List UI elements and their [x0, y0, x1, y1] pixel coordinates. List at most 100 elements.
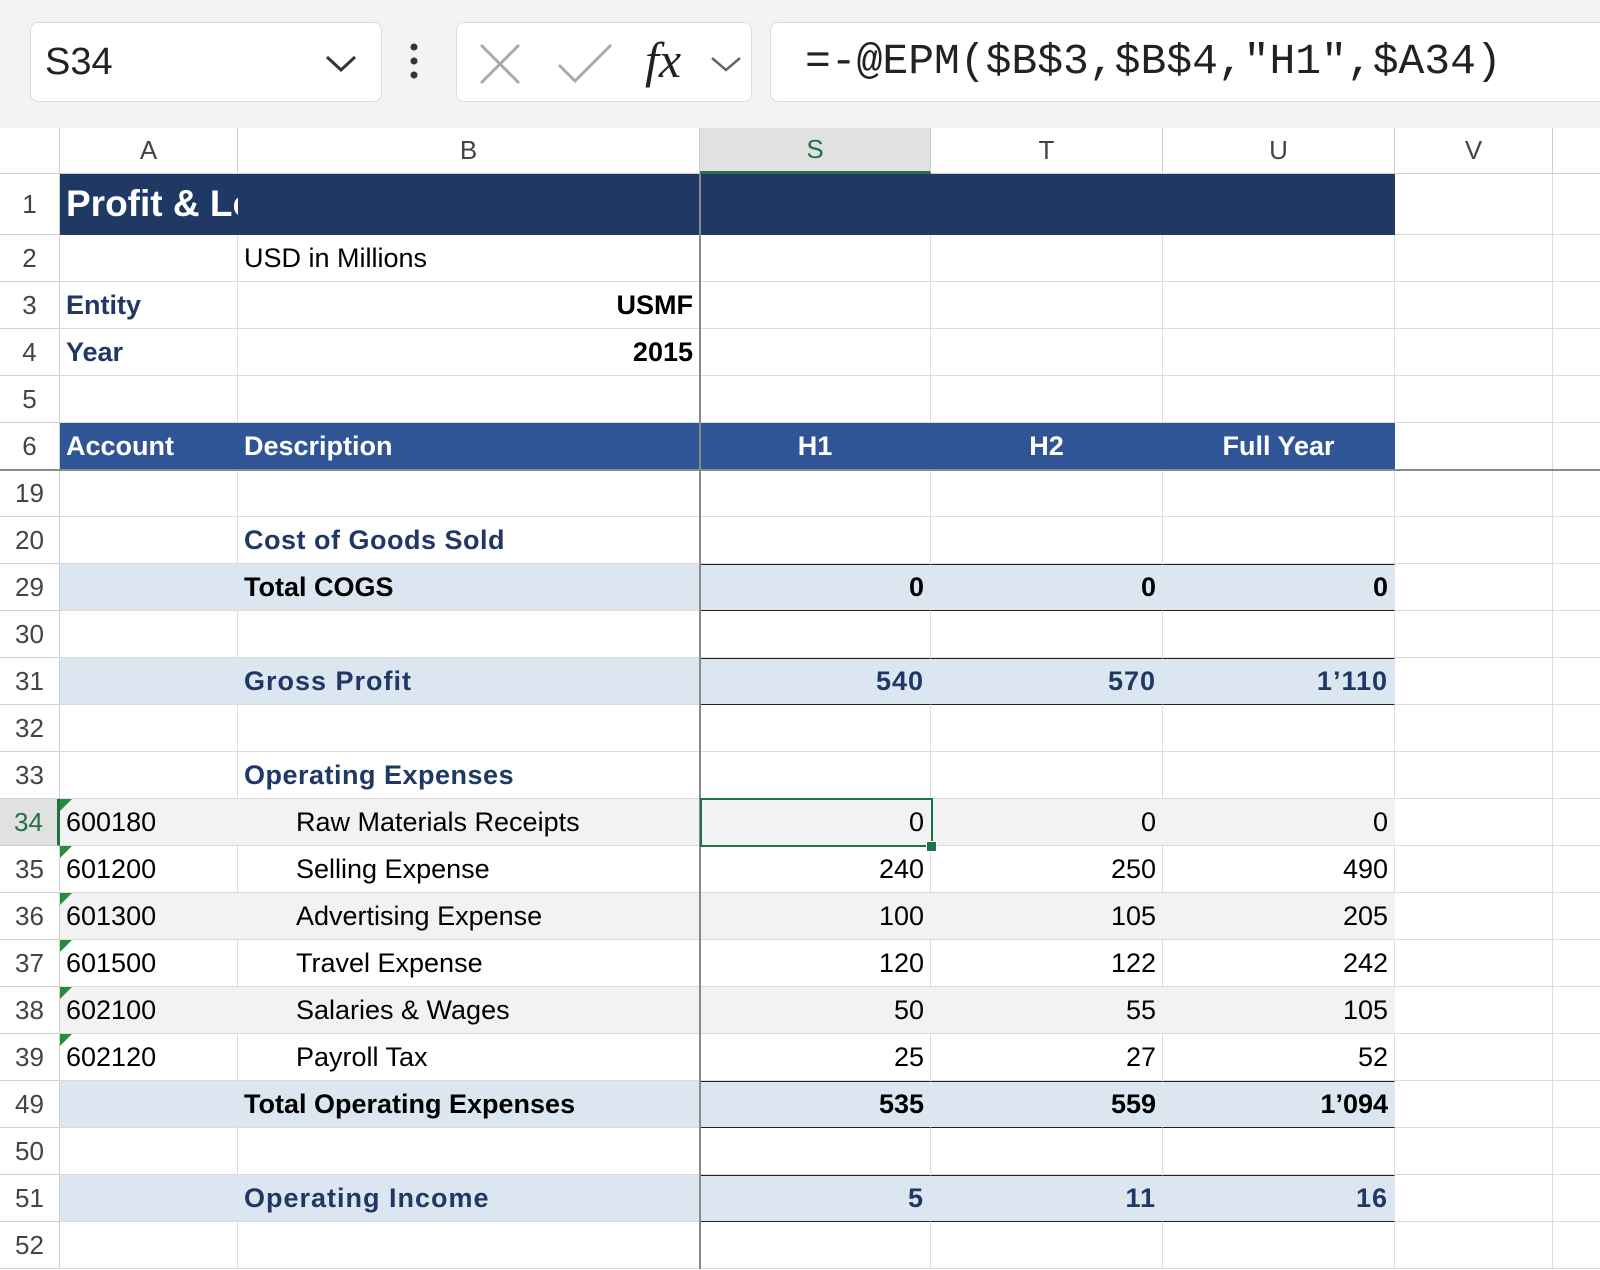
cell[interactable]: Entity [60, 282, 238, 329]
cell[interactable] [60, 517, 238, 564]
cell[interactable]: 11 [931, 1175, 1163, 1222]
cell[interactable] [1163, 174, 1395, 235]
cell[interactable]: 0 [700, 799, 931, 846]
cell[interactable]: Payroll Tax [238, 1034, 700, 1081]
cell[interactable] [1395, 1034, 1553, 1081]
cell[interactable] [1553, 799, 1600, 846]
cell[interactable] [931, 282, 1163, 329]
cell[interactable] [1395, 282, 1553, 329]
row-header[interactable]: 50 [0, 1128, 60, 1175]
cell[interactable] [1553, 376, 1600, 423]
cell[interactable]: 5 [700, 1175, 931, 1222]
cell[interactable] [60, 705, 238, 752]
cell[interactable]: Description [238, 423, 700, 470]
cell[interactable]: Account [60, 423, 238, 470]
column-header[interactable]: S [700, 128, 931, 174]
cell[interactable] [1553, 987, 1600, 1034]
cell[interactable]: 250 [931, 846, 1163, 893]
row-header[interactable]: 32 [0, 705, 60, 752]
cell[interactable] [60, 470, 238, 517]
cell[interactable]: 602100 [60, 987, 238, 1034]
cell[interactable]: 242 [1163, 940, 1395, 987]
cell[interactable] [1395, 470, 1553, 517]
cell[interactable] [60, 376, 238, 423]
cell[interactable] [1395, 752, 1553, 799]
cell[interactable] [1553, 658, 1600, 705]
row-header[interactable]: 5 [0, 376, 60, 423]
cell[interactable]: Raw Materials Receipts [238, 799, 700, 846]
cell[interactable]: 16 [1163, 1175, 1395, 1222]
cell[interactable]: 50 [700, 987, 931, 1034]
cell[interactable] [931, 705, 1163, 752]
cell[interactable]: 55 [931, 987, 1163, 1034]
column-header[interactable]: B [238, 128, 700, 174]
cell[interactable]: 601500 [60, 940, 238, 987]
function-dropdown[interactable] [709, 53, 743, 75]
column-header[interactable]: A [60, 128, 238, 174]
cell[interactable] [60, 235, 238, 282]
cell[interactable] [1553, 1128, 1600, 1175]
row-header[interactable]: 52 [0, 1222, 60, 1269]
cell[interactable]: Full Year [1163, 423, 1395, 470]
cell[interactable]: 1’094 [1163, 1081, 1395, 1128]
cell[interactable] [60, 1128, 238, 1175]
cell[interactable] [60, 1175, 238, 1222]
cell[interactable] [1395, 1175, 1553, 1222]
cell[interactable] [1395, 1128, 1553, 1175]
cell[interactable] [700, 752, 931, 799]
cell[interactable] [1163, 1128, 1395, 1175]
cell[interactable]: Salaries & Wages [238, 987, 700, 1034]
cell[interactable] [931, 611, 1163, 658]
cell[interactable] [1553, 282, 1600, 329]
cell[interactable] [1395, 1222, 1553, 1269]
column-header[interactable]: V [1395, 128, 1553, 174]
cell[interactable]: 2015 [238, 329, 700, 376]
cell[interactable] [238, 470, 700, 517]
cell[interactable]: 600180 [60, 799, 238, 846]
cell[interactable]: H2 [931, 423, 1163, 470]
cell[interactable] [1553, 705, 1600, 752]
cell[interactable] [1163, 752, 1395, 799]
cell[interactable] [1553, 423, 1600, 470]
cell[interactable] [1553, 752, 1600, 799]
cell[interactable] [1553, 564, 1600, 611]
cell[interactable] [1163, 1222, 1395, 1269]
row-header[interactable]: 6 [0, 423, 60, 470]
cell[interactable]: 1’110 [1163, 658, 1395, 705]
cell[interactable] [931, 517, 1163, 564]
row-header[interactable]: 3 [0, 282, 60, 329]
cell[interactable]: 27 [931, 1034, 1163, 1081]
cell[interactable] [238, 705, 700, 752]
more-dots[interactable] [408, 42, 420, 82]
cell[interactable] [1395, 1081, 1553, 1128]
cell[interactable] [1553, 470, 1600, 517]
row-header[interactable]: 39 [0, 1034, 60, 1081]
cell[interactable] [1163, 376, 1395, 423]
cell[interactable]: Operating Expenses [238, 752, 700, 799]
cell[interactable] [60, 1222, 238, 1269]
row-header[interactable]: 29 [0, 564, 60, 611]
cell[interactable]: 0 [700, 564, 931, 611]
row-header[interactable]: 38 [0, 987, 60, 1034]
cell[interactable] [700, 282, 931, 329]
cell[interactable] [1395, 705, 1553, 752]
cell[interactable] [1395, 611, 1553, 658]
cell[interactable]: 601200 [60, 846, 238, 893]
insert-function[interactable]: fx [645, 32, 682, 88]
cell[interactable] [700, 1128, 931, 1175]
cell[interactable] [1163, 235, 1395, 282]
cell[interactable] [931, 376, 1163, 423]
fill-handle[interactable] [926, 841, 937, 852]
row-header[interactable]: 2 [0, 235, 60, 282]
cell[interactable] [1395, 987, 1553, 1034]
cell[interactable] [931, 470, 1163, 517]
cell[interactable] [1395, 846, 1553, 893]
cell[interactable]: 570 [931, 658, 1163, 705]
cell[interactable]: 25 [700, 1034, 931, 1081]
cell[interactable] [1553, 1222, 1600, 1269]
cell[interactable]: Selling Expense [238, 846, 700, 893]
cell[interactable]: 105 [931, 893, 1163, 940]
row-header[interactable]: 34 [0, 799, 60, 846]
cell[interactable]: 0 [1163, 564, 1395, 611]
cell[interactable] [238, 1128, 700, 1175]
